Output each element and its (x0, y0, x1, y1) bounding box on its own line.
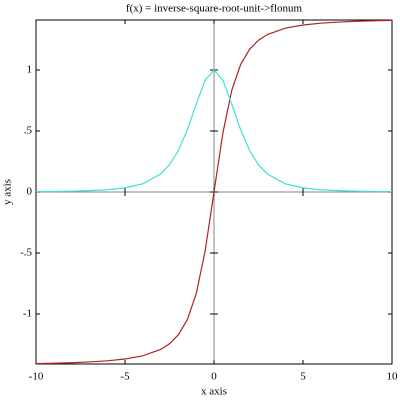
x-axis-label: x axis (201, 386, 227, 398)
y-axis-label: y axis (2, 179, 14, 205)
y-tick-label: 0 (27, 186, 33, 198)
y-tick-label: .5 (24, 125, 33, 137)
x-tick-label: 5 (300, 371, 306, 383)
x-tick-label: -10 (29, 371, 44, 383)
line-series (35, 19, 393, 365)
x-tick-label: 10 (387, 371, 399, 383)
y-tick-label: -1 (23, 308, 32, 320)
y-tick-label: -.5 (20, 247, 32, 259)
x-tick-label: -5 (120, 371, 130, 383)
x-tick-label: 0 (211, 371, 217, 383)
y-tick-label: 1 (27, 64, 33, 76)
line-series (35, 69, 393, 193)
chart-title: f(x) = inverse-square-root-unit->flonum (126, 3, 303, 15)
